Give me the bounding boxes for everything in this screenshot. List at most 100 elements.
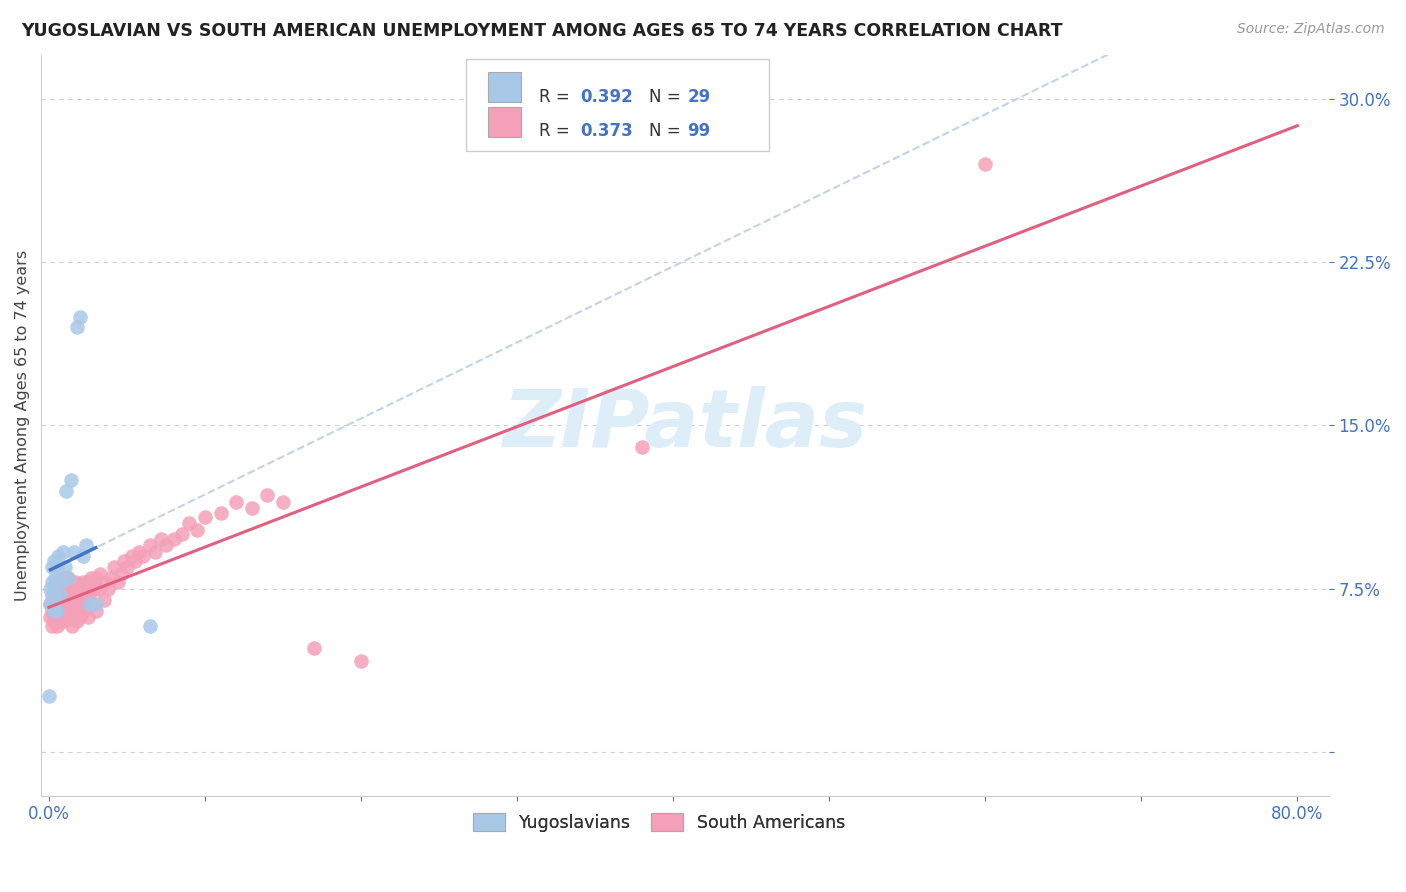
Point [44, 592, 66, 607]
Point [42, 604, 65, 618]
Point [51, 610, 73, 624]
Point [42, 588, 65, 602]
Point [49, 588, 72, 602]
Point [41, 592, 63, 607]
Point [46, 549, 69, 563]
Point [69, 610, 91, 624]
Point [45, 604, 67, 618]
Point [53, 588, 76, 602]
Point [49, 615, 72, 629]
Point [41, 560, 63, 574]
Text: 0.392: 0.392 [581, 88, 633, 106]
Point [49, 604, 72, 618]
Point [42, 553, 65, 567]
Point [112, 553, 135, 567]
Point [46, 597, 69, 611]
Point [42, 615, 65, 629]
Legend: Yugoslavians, South Americans: Yugoslavians, South Americans [467, 806, 852, 838]
Point [271, 494, 294, 508]
Point [139, 619, 162, 633]
Point [128, 545, 150, 559]
Point [49, 588, 72, 602]
Text: R =: R = [540, 122, 575, 140]
Point [302, 640, 325, 655]
Point [55, 575, 77, 590]
Point [72, 549, 94, 563]
Point [82, 597, 104, 611]
Point [69, 310, 91, 324]
Point [70, 597, 93, 611]
Point [58, 582, 80, 596]
Point [155, 538, 177, 552]
Point [52, 545, 75, 559]
Point [44, 610, 66, 624]
Point [58, 604, 80, 618]
Point [100, 571, 122, 585]
Point [75, 597, 97, 611]
Point [121, 549, 143, 563]
Point [65, 575, 87, 590]
Point [150, 532, 173, 546]
Point [80, 571, 103, 585]
Point [44, 571, 66, 585]
Point [56, 592, 79, 607]
Point [55, 597, 77, 611]
Point [209, 506, 232, 520]
Point [83, 582, 105, 596]
Point [42, 592, 65, 607]
Point [42, 604, 65, 618]
Text: R =: R = [540, 88, 575, 106]
Point [72, 604, 94, 618]
Point [53, 615, 76, 629]
Point [38, 689, 60, 703]
Point [66, 588, 89, 602]
Point [87, 582, 110, 596]
Point [84, 604, 107, 618]
Point [49, 571, 72, 585]
Point [59, 588, 82, 602]
FancyBboxPatch shape [465, 59, 769, 152]
Point [143, 545, 166, 559]
Point [60, 604, 83, 618]
Point [225, 494, 247, 508]
Point [53, 571, 76, 585]
Point [103, 560, 125, 574]
Text: 29: 29 [688, 88, 710, 106]
Point [631, 440, 654, 454]
FancyBboxPatch shape [488, 107, 522, 136]
Point [179, 516, 201, 531]
Point [45, 619, 67, 633]
Text: YUGOSLAVIAN VS SOUTH AMERICAN UNEMPLOYMENT AMONG AGES 65 TO 74 YEARS CORRELATION: YUGOSLAVIAN VS SOUTH AMERICAN UNEMPLOYME… [21, 22, 1063, 40]
Point [45, 560, 67, 574]
Point [45, 592, 67, 607]
Point [45, 604, 67, 618]
Point [66, 615, 89, 629]
Point [79, 597, 101, 611]
Point [67, 597, 90, 611]
Point [170, 527, 193, 541]
Point [41, 575, 63, 590]
Point [44, 582, 66, 596]
Text: N =: N = [648, 88, 686, 106]
Point [89, 566, 111, 581]
Point [59, 473, 82, 487]
Point [107, 575, 129, 590]
Point [51, 592, 73, 607]
Point [115, 560, 138, 574]
Y-axis label: Unemployment Among Ages 65 to 74 years: Unemployment Among Ages 65 to 74 years [15, 250, 30, 601]
Point [77, 610, 100, 624]
Point [44, 597, 66, 611]
Point [51, 575, 73, 590]
Point [39, 597, 62, 611]
Point [94, 575, 117, 590]
Point [56, 610, 79, 624]
Point [110, 566, 132, 581]
Point [53, 560, 76, 574]
Point [66, 320, 89, 334]
Point [256, 488, 278, 502]
Point [41, 604, 63, 618]
Text: ZIPatlas: ZIPatlas [502, 386, 868, 465]
Point [52, 604, 75, 618]
Point [46, 610, 69, 624]
Point [39, 582, 62, 596]
